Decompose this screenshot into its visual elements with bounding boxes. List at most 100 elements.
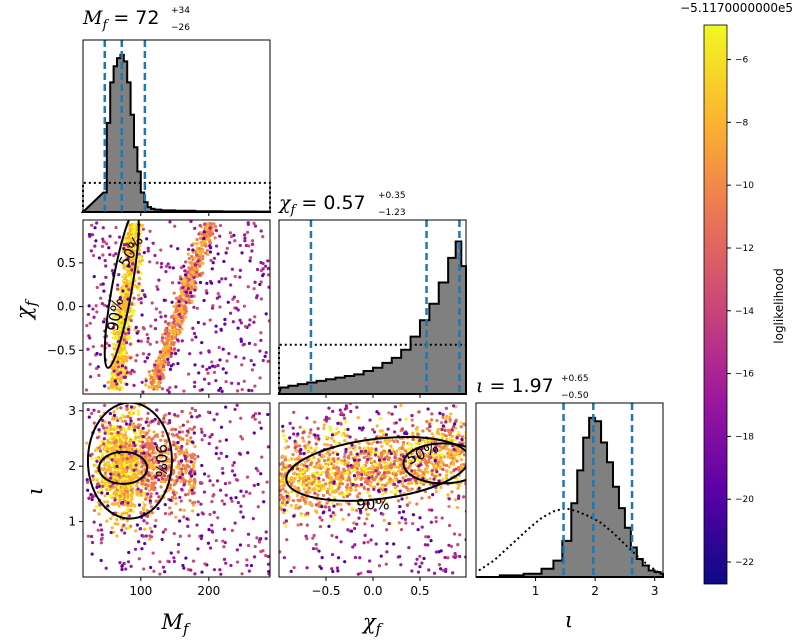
scatter-point: [91, 345, 95, 349]
scatter-point: [432, 465, 436, 469]
scatter-point: [389, 466, 393, 470]
scatter-point: [247, 323, 251, 327]
scatter-point: [239, 337, 243, 341]
scatter-point: [147, 537, 152, 541]
scatter-point: [128, 223, 133, 228]
scatter-point: [218, 305, 222, 309]
scatter-point: [324, 435, 328, 439]
scatter-point: [177, 304, 181, 308]
scatter-point: [172, 304, 176, 308]
scatter-point: [110, 448, 114, 453]
scatter-point: [126, 244, 130, 249]
scatter-point: [230, 469, 235, 473]
scatter-point: [328, 428, 333, 432]
scatter-point: [343, 493, 347, 497]
scatter-point: [302, 484, 306, 488]
scatter-point: [94, 304, 98, 308]
scatter-point: [231, 320, 235, 324]
scatter-point: [184, 493, 188, 497]
scatter-point: [152, 569, 156, 573]
scatter-point: [289, 505, 293, 509]
scatter-point: [158, 365, 162, 369]
scatter-point: [281, 429, 285, 433]
scatter-point: [206, 371, 210, 375]
scatter-point: [126, 257, 130, 261]
scatter-point: [190, 299, 194, 304]
scatter-point: [130, 497, 134, 501]
scatter-point: [155, 340, 159, 344]
scatter-point: [178, 425, 182, 429]
scatter-point: [210, 500, 214, 504]
scatter-point: [104, 275, 108, 279]
scatter-point: [257, 540, 262, 544]
scatter-point: [364, 446, 368, 450]
scatter-point: [418, 455, 422, 459]
scatter-point: [445, 476, 449, 480]
scatter-point: [295, 467, 300, 471]
scatter-point: [126, 294, 130, 299]
scatter-point: [90, 540, 95, 545]
scatter-point: [305, 496, 309, 500]
scatter-point: [110, 526, 114, 530]
scatter-point: [90, 411, 94, 416]
scatter-point: [281, 487, 285, 491]
scatter-point: [172, 341, 176, 345]
scatter-point: [127, 232, 131, 236]
scatter-point: [162, 416, 166, 421]
scatter-point: [369, 480, 373, 484]
scatter-point: [195, 238, 199, 242]
scatter-point: [140, 533, 144, 538]
scatter-point: [409, 442, 414, 447]
scatter-point: [213, 236, 217, 240]
scatter-point: [190, 427, 195, 432]
scatter-point: [147, 447, 152, 451]
scatter-point: [114, 252, 118, 256]
scatter-point: [218, 223, 223, 228]
scatter-point: [198, 280, 203, 285]
scatter-point: [450, 434, 454, 438]
scatter-point: [122, 342, 126, 347]
scatter-point: [374, 475, 378, 479]
scatter-point: [320, 505, 324, 509]
scatter-point: [196, 500, 200, 504]
scatter-point: [184, 448, 189, 452]
scatter-point: [337, 441, 342, 445]
chif-iota-scatter-panel: 50%90%−0.5 0.0 0.5: [278, 402, 467, 598]
scatter-point: [258, 420, 262, 425]
scatter-point: [94, 469, 98, 474]
scatter-point: [343, 439, 347, 443]
scatter-point: [339, 422, 343, 426]
scatter-point: [217, 388, 221, 392]
scatter-point: [346, 483, 350, 487]
scatter-point: [216, 516, 220, 520]
scatter-point: [434, 550, 438, 554]
scatter-point: [118, 318, 122, 322]
scatter-point: [143, 359, 147, 364]
scatter-point: [139, 489, 143, 494]
scatter-point: [100, 244, 105, 249]
scatter-point: [282, 521, 286, 525]
scatter-point: [136, 293, 141, 297]
scatter-point: [398, 505, 402, 509]
scatter-point: [151, 463, 155, 467]
scatter-point: [220, 499, 224, 503]
scatter-point: [245, 475, 250, 479]
scatter-point: [343, 452, 347, 456]
scatter-point: [293, 439, 297, 443]
scatter-point: [122, 307, 126, 311]
scatter-point: [156, 381, 160, 385]
scatter-point: [326, 471, 330, 475]
scatter-point: [153, 487, 157, 492]
scatter-point: [230, 499, 234, 503]
scatter-point: [110, 330, 114, 335]
scatter-point: [133, 547, 138, 551]
scatter-point: [219, 451, 223, 455]
scatter-point: [349, 409, 353, 414]
scatter-point: [455, 459, 459, 463]
scatter-point: [223, 482, 228, 486]
scatter-point: [141, 390, 145, 394]
scatter-point: [224, 371, 228, 375]
scatter-point: [291, 453, 295, 457]
scatter-point: [401, 440, 406, 445]
scatter-point: [122, 247, 126, 251]
